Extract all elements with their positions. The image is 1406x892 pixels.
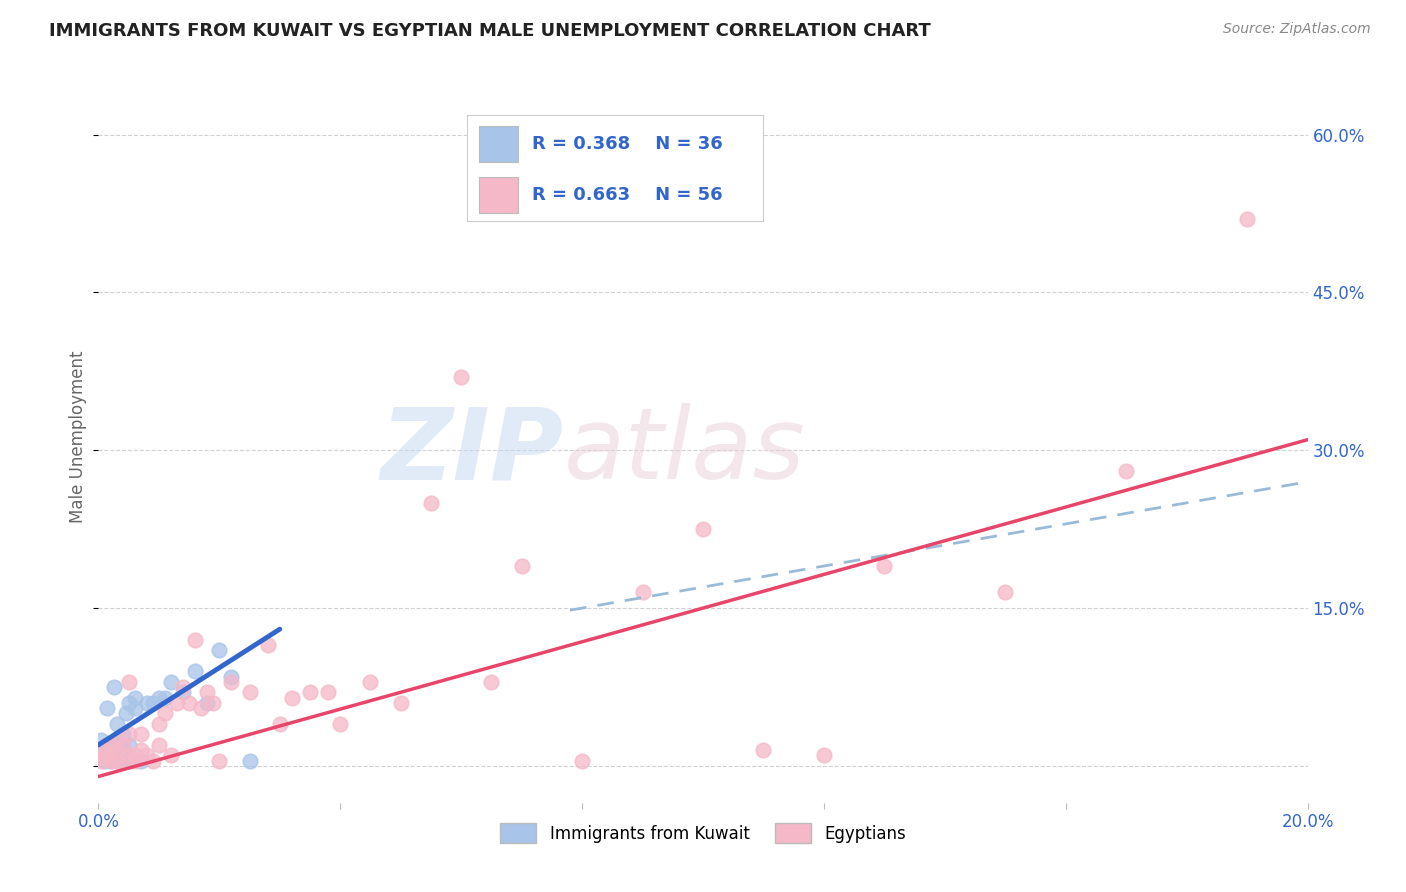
Point	[93, 754, 115, 768]
Point	[239, 685, 262, 699]
Legend: Immigrants from Kuwait, Egyptians: Immigrants from Kuwait, Egyptians	[494, 817, 912, 849]
Y-axis label: Male Unemployment: Male Unemployment	[69, 351, 87, 524]
Text: ZIP: ZIP	[381, 403, 564, 500]
Point	[105, 717, 128, 731]
Point	[111, 738, 134, 752]
Point	[105, 754, 128, 768]
Point	[389, 696, 412, 710]
Point	[208, 754, 231, 768]
Point	[103, 680, 125, 694]
Point	[105, 743, 128, 757]
Text: atlas: atlas	[564, 403, 806, 500]
Point	[172, 685, 194, 699]
Point	[100, 739, 122, 754]
Point	[103, 750, 125, 764]
Point	[360, 674, 382, 689]
Point	[256, 638, 278, 652]
Point	[316, 685, 339, 699]
Point	[160, 748, 183, 763]
Text: Source: ZipAtlas.com: Source: ZipAtlas.com	[1223, 22, 1371, 37]
Point	[129, 743, 152, 757]
Point	[118, 754, 141, 768]
Point	[510, 559, 533, 574]
Point	[100, 747, 122, 761]
Point	[118, 748, 141, 763]
Point	[269, 717, 291, 731]
Point	[148, 738, 170, 752]
Point	[873, 559, 896, 574]
Point	[195, 696, 218, 710]
Point	[124, 690, 146, 705]
Point	[96, 748, 118, 763]
Point	[100, 754, 122, 768]
Point	[160, 674, 183, 689]
Point	[100, 754, 122, 768]
Point	[108, 748, 131, 763]
Point	[135, 748, 157, 763]
Point	[184, 632, 207, 647]
Point	[239, 754, 262, 768]
Point	[994, 585, 1017, 599]
Point	[153, 706, 176, 721]
Point	[111, 754, 134, 768]
Point	[129, 754, 152, 768]
Point	[208, 643, 231, 657]
Point	[221, 669, 243, 683]
Point	[118, 696, 141, 710]
Point	[166, 696, 188, 710]
Point	[129, 727, 152, 741]
Point	[111, 739, 134, 754]
Point	[631, 585, 654, 599]
Text: IMMIGRANTS FROM KUWAIT VS EGYPTIAN MALE UNEMPLOYMENT CORRELATION CHART: IMMIGRANTS FROM KUWAIT VS EGYPTIAN MALE …	[49, 22, 931, 40]
Point	[153, 690, 176, 705]
Point	[142, 754, 165, 768]
Point	[90, 754, 112, 768]
Point	[105, 754, 128, 768]
Point	[221, 674, 243, 689]
Point	[124, 754, 146, 768]
Point	[142, 696, 165, 710]
Point	[100, 738, 122, 752]
Point	[124, 701, 146, 715]
Point	[96, 738, 118, 752]
Point	[692, 522, 714, 536]
Point	[93, 743, 115, 757]
Point	[190, 701, 212, 715]
Point	[571, 754, 593, 768]
Point	[450, 369, 472, 384]
Point	[281, 690, 304, 705]
Point	[111, 754, 134, 768]
Point	[813, 748, 835, 763]
Point	[752, 743, 775, 757]
Point	[100, 747, 122, 761]
Point	[1236, 211, 1258, 226]
Point	[114, 706, 136, 721]
Point	[90, 732, 112, 747]
Point	[96, 701, 118, 715]
Point	[1115, 464, 1137, 478]
Point	[195, 685, 218, 699]
Point	[118, 727, 141, 741]
Point	[299, 685, 322, 699]
Point	[179, 696, 201, 710]
Point	[420, 496, 443, 510]
Point	[148, 690, 170, 705]
Point	[184, 665, 207, 679]
Point	[105, 738, 128, 752]
Point	[118, 738, 141, 752]
Point	[202, 696, 225, 710]
Point	[124, 748, 146, 763]
Point	[135, 696, 157, 710]
Point	[111, 727, 134, 741]
Point	[329, 717, 352, 731]
Point	[105, 732, 128, 747]
Point	[481, 674, 503, 689]
Point	[93, 743, 115, 757]
Point	[148, 717, 170, 731]
Point	[105, 747, 128, 761]
Point	[93, 750, 115, 764]
Point	[118, 674, 141, 689]
Point	[172, 680, 194, 694]
